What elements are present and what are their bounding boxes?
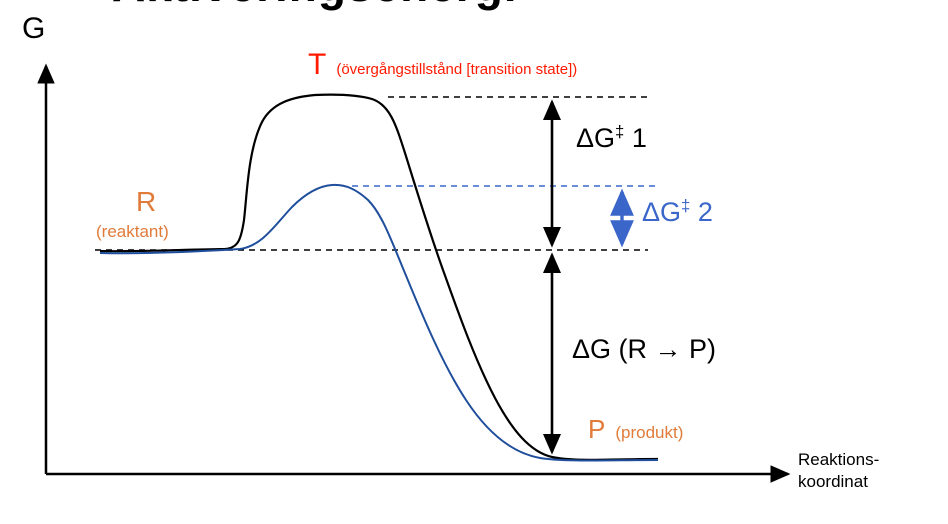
product-note: (produkt) xyxy=(615,423,684,442)
dg2-doubledagger: ‡ xyxy=(681,196,691,215)
transition-state-label: T (övergångstillstånd [transition state]… xyxy=(308,48,577,82)
dg2-suffix: 2 xyxy=(690,197,713,227)
dg1-base: ΔG xyxy=(576,123,616,153)
page-title-cutoff: Aktiveringsenergi xyxy=(112,0,518,12)
dg1-doubledagger: ‡ xyxy=(615,122,625,141)
x-axis-label: Reaktions- koordinat xyxy=(798,449,879,493)
dg2-base: ΔG xyxy=(642,197,682,227)
product-symbol: P xyxy=(588,414,606,444)
dg1-suffix: 1 xyxy=(624,123,647,153)
x-axis-label-line1: Reaktions- xyxy=(798,450,880,469)
transition-state-note: (övergångstillstånd [transition state]) xyxy=(336,61,578,78)
product-label: P (produkt) xyxy=(588,414,683,445)
transition-state-symbol: T xyxy=(308,48,327,81)
dg1-label: ΔG‡ 1 xyxy=(576,122,647,154)
reactant-note: (reaktant) xyxy=(96,222,169,241)
dg-overall-label: ΔG (R → P) xyxy=(572,334,717,364)
reactant-symbol: R xyxy=(136,186,157,217)
dg2-label: ΔG‡ 2 xyxy=(642,196,713,228)
y-axis-label: G xyxy=(22,12,46,45)
uncatalyzed-energy-curve xyxy=(99,93,659,461)
catalyzed-energy-curve xyxy=(99,183,659,462)
x-axis-label-line2: koordinat xyxy=(798,472,868,491)
